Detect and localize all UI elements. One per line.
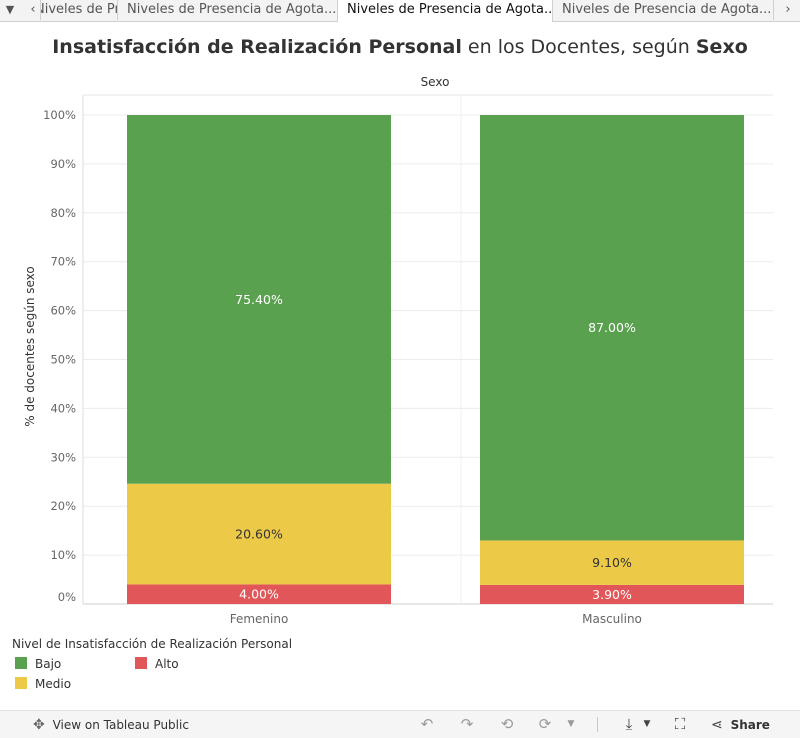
- y-tick-label: 20%: [50, 499, 76, 513]
- download-dropdown-icon[interactable]: ▼: [643, 719, 651, 729]
- legend-label-alto: Alto: [155, 657, 179, 671]
- y-tick-label: 70%: [50, 255, 76, 269]
- chevron-left-icon[interactable]: ‹: [30, 2, 36, 17]
- y-tick-label: 10%: [50, 548, 76, 562]
- bar-bajo-masculino: [480, 115, 744, 541]
- refresh-icon[interactable]: ⟳: [538, 715, 552, 733]
- bottom-toolbar: ✥ View on Tableau Public ↶ ↷ ⟲ ⟳ ▼ ⤓ ▼ ⛶…: [0, 710, 800, 738]
- redo-icon[interactable]: ↷: [460, 715, 474, 733]
- y-tick-label: 40%: [50, 401, 76, 415]
- tab-sheet-3[interactable]: Niveles de Presencia de Agota...: [337, 0, 553, 22]
- share-icon: ⋖: [711, 717, 723, 733]
- legend-swatch-bajo: [15, 657, 27, 669]
- data-label: 75.40%: [235, 292, 283, 307]
- tableau-logo-icon: ✥: [33, 717, 45, 733]
- data-label: 4.00%: [239, 587, 279, 602]
- bar-medio-femenino: [127, 483, 391, 585]
- bar-medio-masculino: [480, 540, 744, 585]
- y-tick-label: 0%: [58, 590, 76, 604]
- refresh-dropdown-icon[interactable]: ▼: [567, 719, 575, 729]
- fullscreen-icon[interactable]: ⛶: [674, 715, 686, 733]
- data-label: 3.90%: [592, 587, 632, 602]
- x-category-label: Masculino: [582, 612, 642, 626]
- title-part-2: en los Docentes, según: [461, 36, 696, 58]
- revert-icon[interactable]: ⟲: [500, 715, 514, 733]
- legend-label-medio: Medio: [35, 677, 72, 691]
- data-label: 87.00%: [588, 320, 636, 335]
- bar-alto-masculino: [480, 584, 744, 604]
- title-part-1: Insatisfacción de Realización Personal: [52, 36, 462, 58]
- download-icon[interactable]: ⤓: [625, 715, 633, 733]
- y-tick-label: 30%: [50, 450, 76, 464]
- share-button[interactable]: ⋖ Share: [711, 716, 770, 734]
- y-tick-label: 50%: [50, 353, 76, 367]
- x-category-label: Femenino: [230, 612, 289, 626]
- legend-swatch-medio: [15, 677, 27, 689]
- title-part-3: Sexo: [695, 36, 748, 58]
- y-tick-label: 100%: [43, 108, 76, 122]
- chart-title: Insatisfacción de Realización Personal e…: [0, 36, 800, 58]
- data-label: 20.60%: [235, 527, 283, 542]
- view-on-tableau-link[interactable]: ✥ View on Tableau Public: [33, 716, 189, 734]
- view-on-tableau-label: View on Tableau Public: [52, 718, 189, 732]
- data-label: 9.10%: [592, 555, 632, 570]
- legend-label-bajo: Bajo: [35, 657, 62, 671]
- toolbar-divider: [597, 717, 598, 732]
- y-tick-label: 90%: [50, 157, 76, 171]
- y-tick-label: 60%: [50, 304, 76, 318]
- undo-icon[interactable]: ↶: [420, 715, 434, 733]
- y-tick-label: 80%: [50, 206, 76, 220]
- caret-down-icon[interactable]: ▼: [5, 3, 15, 16]
- bar-bajo-femenino: [127, 115, 391, 484]
- legend-swatch-alto: [135, 657, 147, 669]
- tab-sheet-4[interactable]: Niveles de Presencia de Agota...: [552, 0, 774, 20]
- share-label: Share: [730, 718, 770, 732]
- stacked-bar-chart: Sexo 0% 10% 20% 30% 40% 50% 60% 70% 80% 90% 100% % d…: [23, 75, 773, 626]
- y-axis-label: % de docentes según sexo: [23, 266, 37, 427]
- column-header: Sexo: [421, 75, 450, 89]
- sheet-tab-bar: ▼ ‹ Niveles de Presencia de Agotamiento …: [0, 0, 800, 22]
- bar-alto-femenino: [127, 584, 391, 604]
- chevron-right-icon[interactable]: ›: [785, 2, 791, 17]
- legend-title: Nivel de Insatisfacción de Realización P…: [12, 637, 293, 651]
